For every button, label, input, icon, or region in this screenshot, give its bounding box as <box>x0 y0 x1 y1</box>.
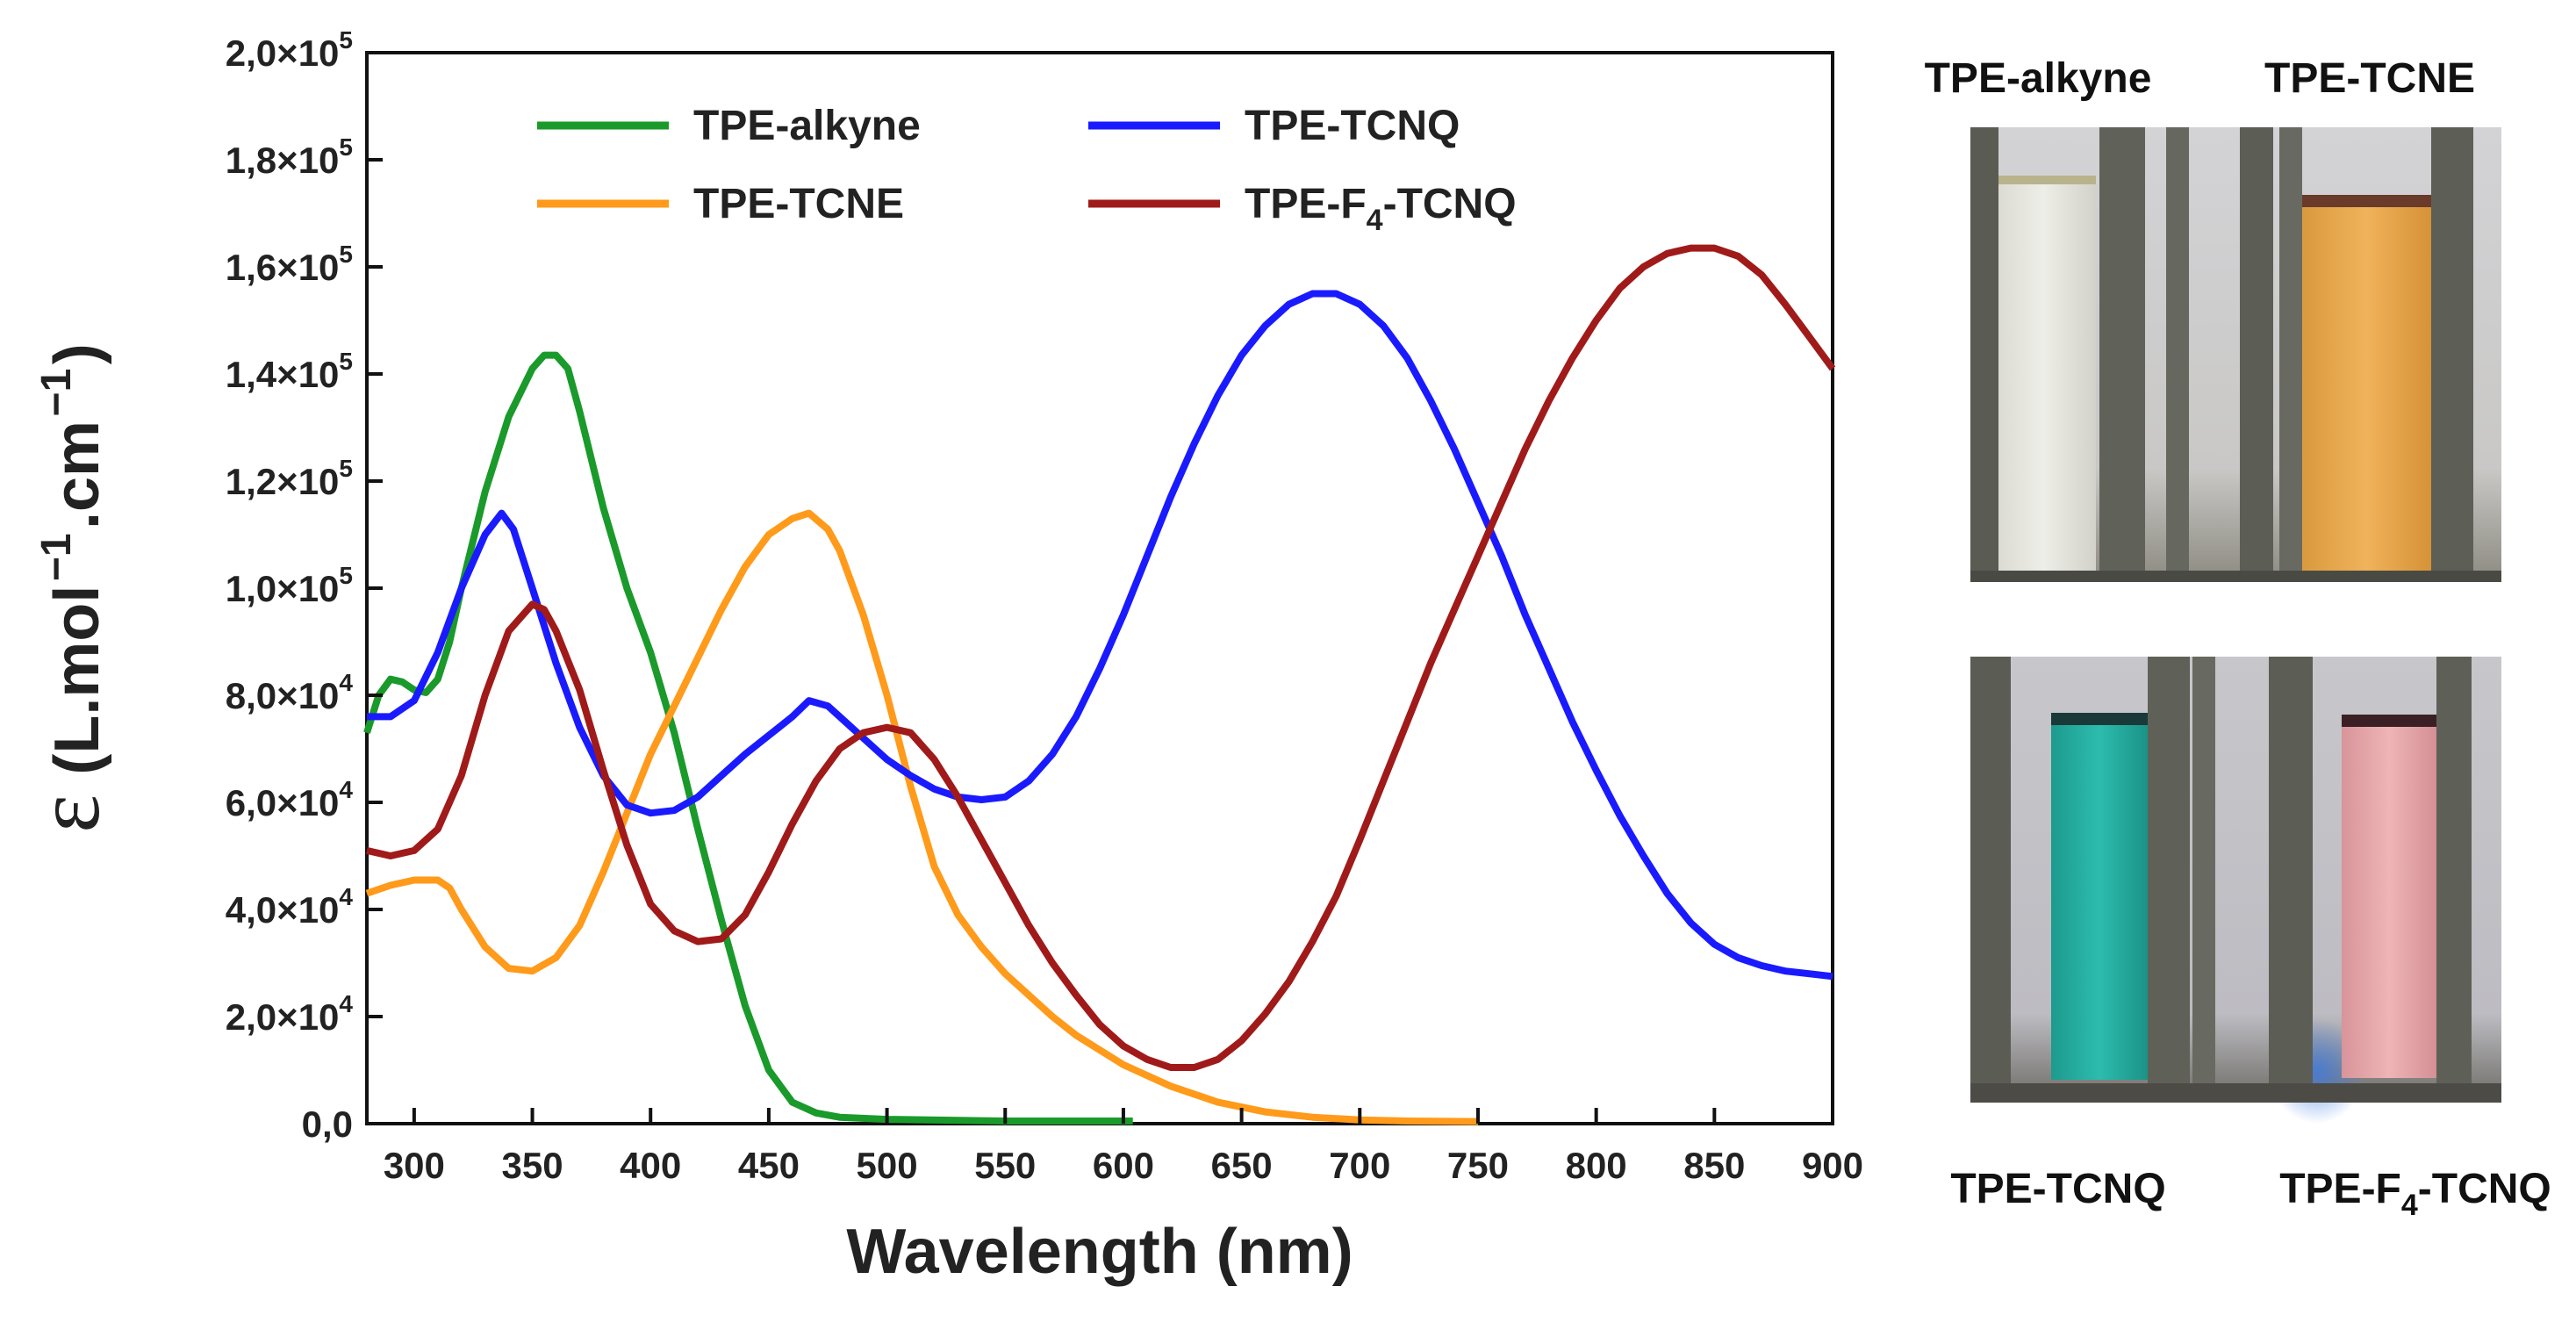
photo-label-tpe-alkyne: TPE-alkyne <box>1925 55 2152 102</box>
photo-top <box>1970 127 2501 582</box>
y-axis-symbol: ε <box>18 794 118 833</box>
y-tick-label-160000: 1,6×105 <box>226 241 353 288</box>
tube-tpe-f4-tcnq <box>2342 720 2436 1078</box>
series-line-tpe-tcne <box>365 509 1479 1125</box>
y-tick-label-20000: 2,0×104 <box>226 990 354 1038</box>
y-tick-label-60000: 6,0×104 <box>226 776 354 823</box>
legend-item-tpe-tcne: TPE-TCNE <box>537 181 904 227</box>
plot-frame <box>365 51 1834 1125</box>
legend-label-tpe-alkyne: TPE-alkyne <box>693 103 921 149</box>
x-tick-label-800: 800 <box>1566 1145 1627 1186</box>
x-tick-label-450: 450 <box>738 1145 800 1186</box>
y-axis-exp2: −1 <box>33 369 80 417</box>
photo-label-tpe-f4-tcnq: TPE-F4-TCNQ <box>2279 1166 2551 1222</box>
photo-label-tpe-tcne: TPE-TCNE <box>2264 55 2475 102</box>
x-tick-label-850: 850 <box>1683 1145 1745 1186</box>
y-tick-label-0: 0,0 <box>302 1103 353 1145</box>
y-axis-mid: .cm <box>42 420 112 529</box>
photo-panel: TPE-alkyne TPE-TCNE <box>1925 55 2551 1222</box>
legend-label-tpe-tcne: TPE-TCNE <box>693 181 904 227</box>
legend-label-tpe-tcnq: TPE-TCNQ <box>1245 103 1460 149</box>
x-tick-label-300: 300 <box>384 1145 445 1186</box>
tube-tpe-tcnq <box>2051 718 2148 1080</box>
x-tick-label-500: 500 <box>857 1145 918 1186</box>
x-tick-label-600: 600 <box>1093 1145 1154 1186</box>
legend-item-tpe-tcnq: TPE-TCNQ <box>1088 103 1460 149</box>
absorption-chart: 300 350 400 450 500 550 600 650 700 750 800 850 900 … <box>18 26 1863 1287</box>
y-axis-exp1: −1 <box>33 533 80 581</box>
series-layer <box>363 244 1836 1125</box>
series-line-tpe-alkyne <box>363 351 1133 1125</box>
y-axis-unit: (L.mol <box>42 586 112 775</box>
x-axis-label: Wavelength (nm) <box>846 1217 1353 1287</box>
x-axis-ticks: 300 350 400 450 500 550 600 650 700 750 800 850 900 <box>384 1108 1863 1186</box>
legend: TPE-alkyne TPE-TCNE TPE-TCNQ TPE-F4-TCNQ <box>537 103 1517 237</box>
legend-item-tpe-alkyne: TPE-alkyne <box>537 103 921 149</box>
y-tick-label-180000: 1,8×105 <box>226 133 353 181</box>
x-tick-label-550: 550 <box>974 1145 1036 1186</box>
x-tick-label-700: 700 <box>1329 1145 1390 1186</box>
y-tick-label-120000: 1,2×105 <box>226 455 353 502</box>
tube-tpe-tcne <box>2301 195 2431 581</box>
tube-tpe-alkyne <box>1991 176 2096 581</box>
legend-label-tpe-f4-tcnq: TPE-F4-TCNQ <box>1245 181 1517 237</box>
x-tick-label-350: 350 <box>502 1145 563 1186</box>
y-tick-label-80000: 8,0×104 <box>226 669 354 716</box>
x-tick-label-900: 900 <box>1802 1145 1863 1186</box>
x-tick-label-650: 650 <box>1211 1145 1273 1186</box>
y-tick-label-40000: 4,0×104 <box>226 883 354 931</box>
series-line-tpe-tcnq <box>367 290 1833 981</box>
photo-label-tpe-tcnq: TPE-TCNQ <box>1950 1166 2165 1212</box>
legend-item-tpe-f4-tcnq: TPE-F4-TCNQ <box>1088 181 1517 237</box>
y-tick-label-200000: 2,0×105 <box>226 26 353 74</box>
y-axis-label: ε (L.mol −1 .cm −1 ) <box>18 343 118 832</box>
series-line-tpe-f4-tcnq <box>366 244 1836 1071</box>
x-tick-label-750: 750 <box>1447 1145 1509 1186</box>
svg-text:ε (L.mol −1: ε (L.mol −1 .cm −1 ) <box>18 343 118 832</box>
y-axis-close: ) <box>42 343 112 364</box>
x-tick-label-400: 400 <box>620 1145 681 1186</box>
y-tick-label-140000: 1,4×105 <box>226 348 353 395</box>
photo-bottom <box>1970 657 2501 1124</box>
y-tick-label-100000: 1,0×105 <box>226 562 353 609</box>
y-axis-ticks: 0,0 2,0×104 4,0×104 6,0×104 8,0×104 1,0×105 1,… <box>226 26 383 1145</box>
